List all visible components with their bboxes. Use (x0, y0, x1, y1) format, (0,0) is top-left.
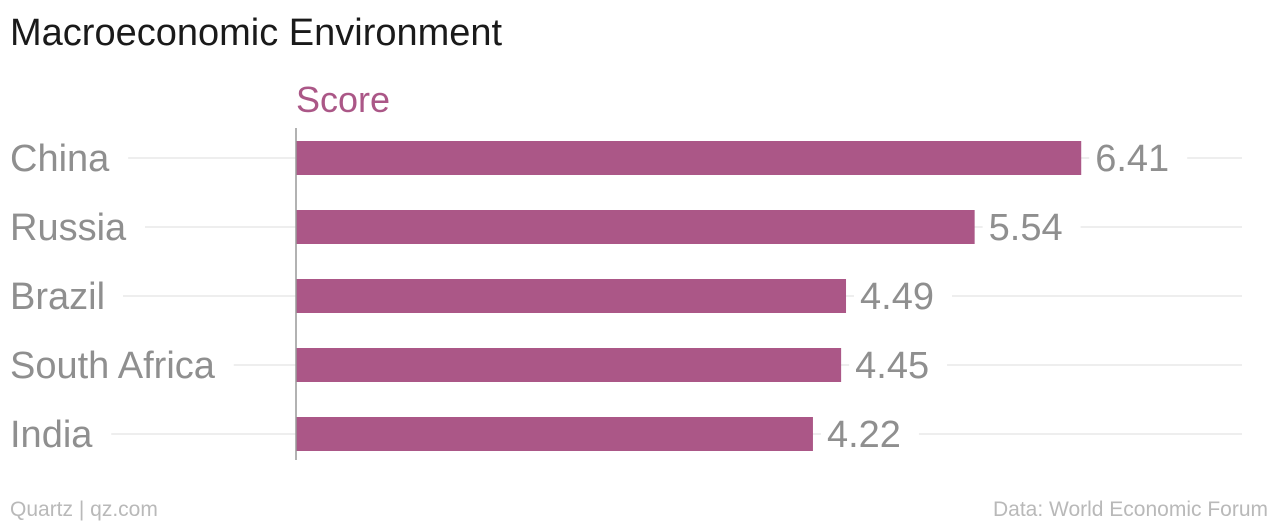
value-label: 6.41 (1095, 138, 1169, 180)
gridline-gap (854, 292, 952, 300)
gridline-gap (849, 361, 948, 369)
gridline-gap (0, 361, 234, 369)
bar (296, 417, 813, 451)
bars (296, 141, 1082, 451)
labels: China 6.41 Russia 5.54 Brazil 4.49 South Afric… (10, 138, 1169, 456)
chart-title: Macroeconomic Environment (10, 12, 503, 54)
category-label: South Africa (10, 345, 216, 387)
category-label: Russia (10, 207, 127, 249)
bar (296, 279, 847, 313)
value-label: 4.22 (827, 414, 901, 456)
value-label: 4.49 (860, 276, 934, 318)
bar (296, 141, 1082, 175)
category-label: Brazil (10, 276, 105, 318)
gridline-gap (0, 154, 129, 162)
gridline-gap (1089, 154, 1188, 162)
gridline-gap (982, 223, 1081, 231)
value-label: 4.45 (855, 345, 929, 387)
category-label: China (10, 138, 110, 180)
bar (296, 348, 842, 382)
gridline-gap (820, 430, 919, 438)
source-credit: Quartz | qz.com (10, 498, 158, 521)
data-source: Data: World Economic Forum (992, 498, 1268, 521)
value-label: 5.54 (989, 207, 1063, 249)
bar (296, 210, 975, 244)
gridline-gap (0, 430, 112, 438)
category-label: India (10, 414, 93, 456)
gridline-gap (0, 292, 124, 300)
gridline-gap (0, 223, 146, 231)
series-label: Score (296, 79, 390, 120)
